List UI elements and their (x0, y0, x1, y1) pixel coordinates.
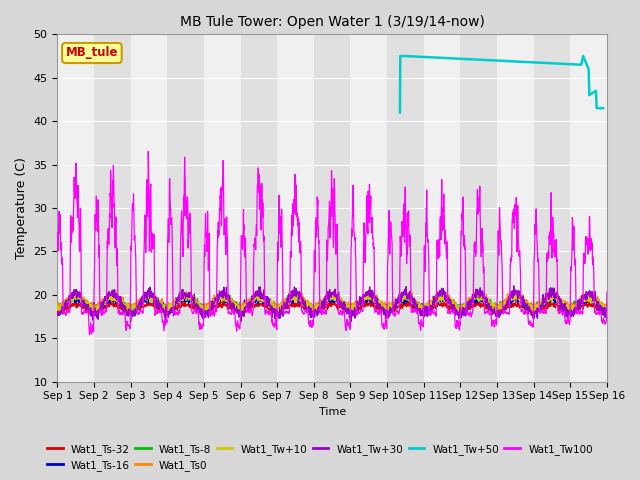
X-axis label: Time: Time (319, 407, 346, 417)
Bar (387, 35, 424, 382)
Bar (277, 35, 314, 382)
Bar (204, 35, 241, 382)
Y-axis label: Temperature (C): Temperature (C) (15, 157, 28, 259)
Legend: Wat1_Ts-32, Wat1_Ts-16, Wat1_Ts-8, Wat1_Ts0, Wat1_Tw+10, Wat1_Tw+30, Wat1_Tw+50,: Wat1_Ts-32, Wat1_Ts-16, Wat1_Ts-8, Wat1_… (43, 439, 597, 475)
Bar (497, 35, 534, 382)
Bar (460, 35, 497, 382)
Bar (241, 35, 277, 382)
Title: MB Tule Tower: Open Water 1 (3/19/14-now): MB Tule Tower: Open Water 1 (3/19/14-now… (180, 15, 484, 29)
Bar (570, 35, 607, 382)
Bar (424, 35, 460, 382)
Bar (131, 35, 167, 382)
Bar (58, 35, 94, 382)
Bar (534, 35, 570, 382)
Bar (314, 35, 351, 382)
Bar (94, 35, 131, 382)
Text: MB_tule: MB_tule (66, 47, 118, 60)
Bar (351, 35, 387, 382)
Bar (167, 35, 204, 382)
